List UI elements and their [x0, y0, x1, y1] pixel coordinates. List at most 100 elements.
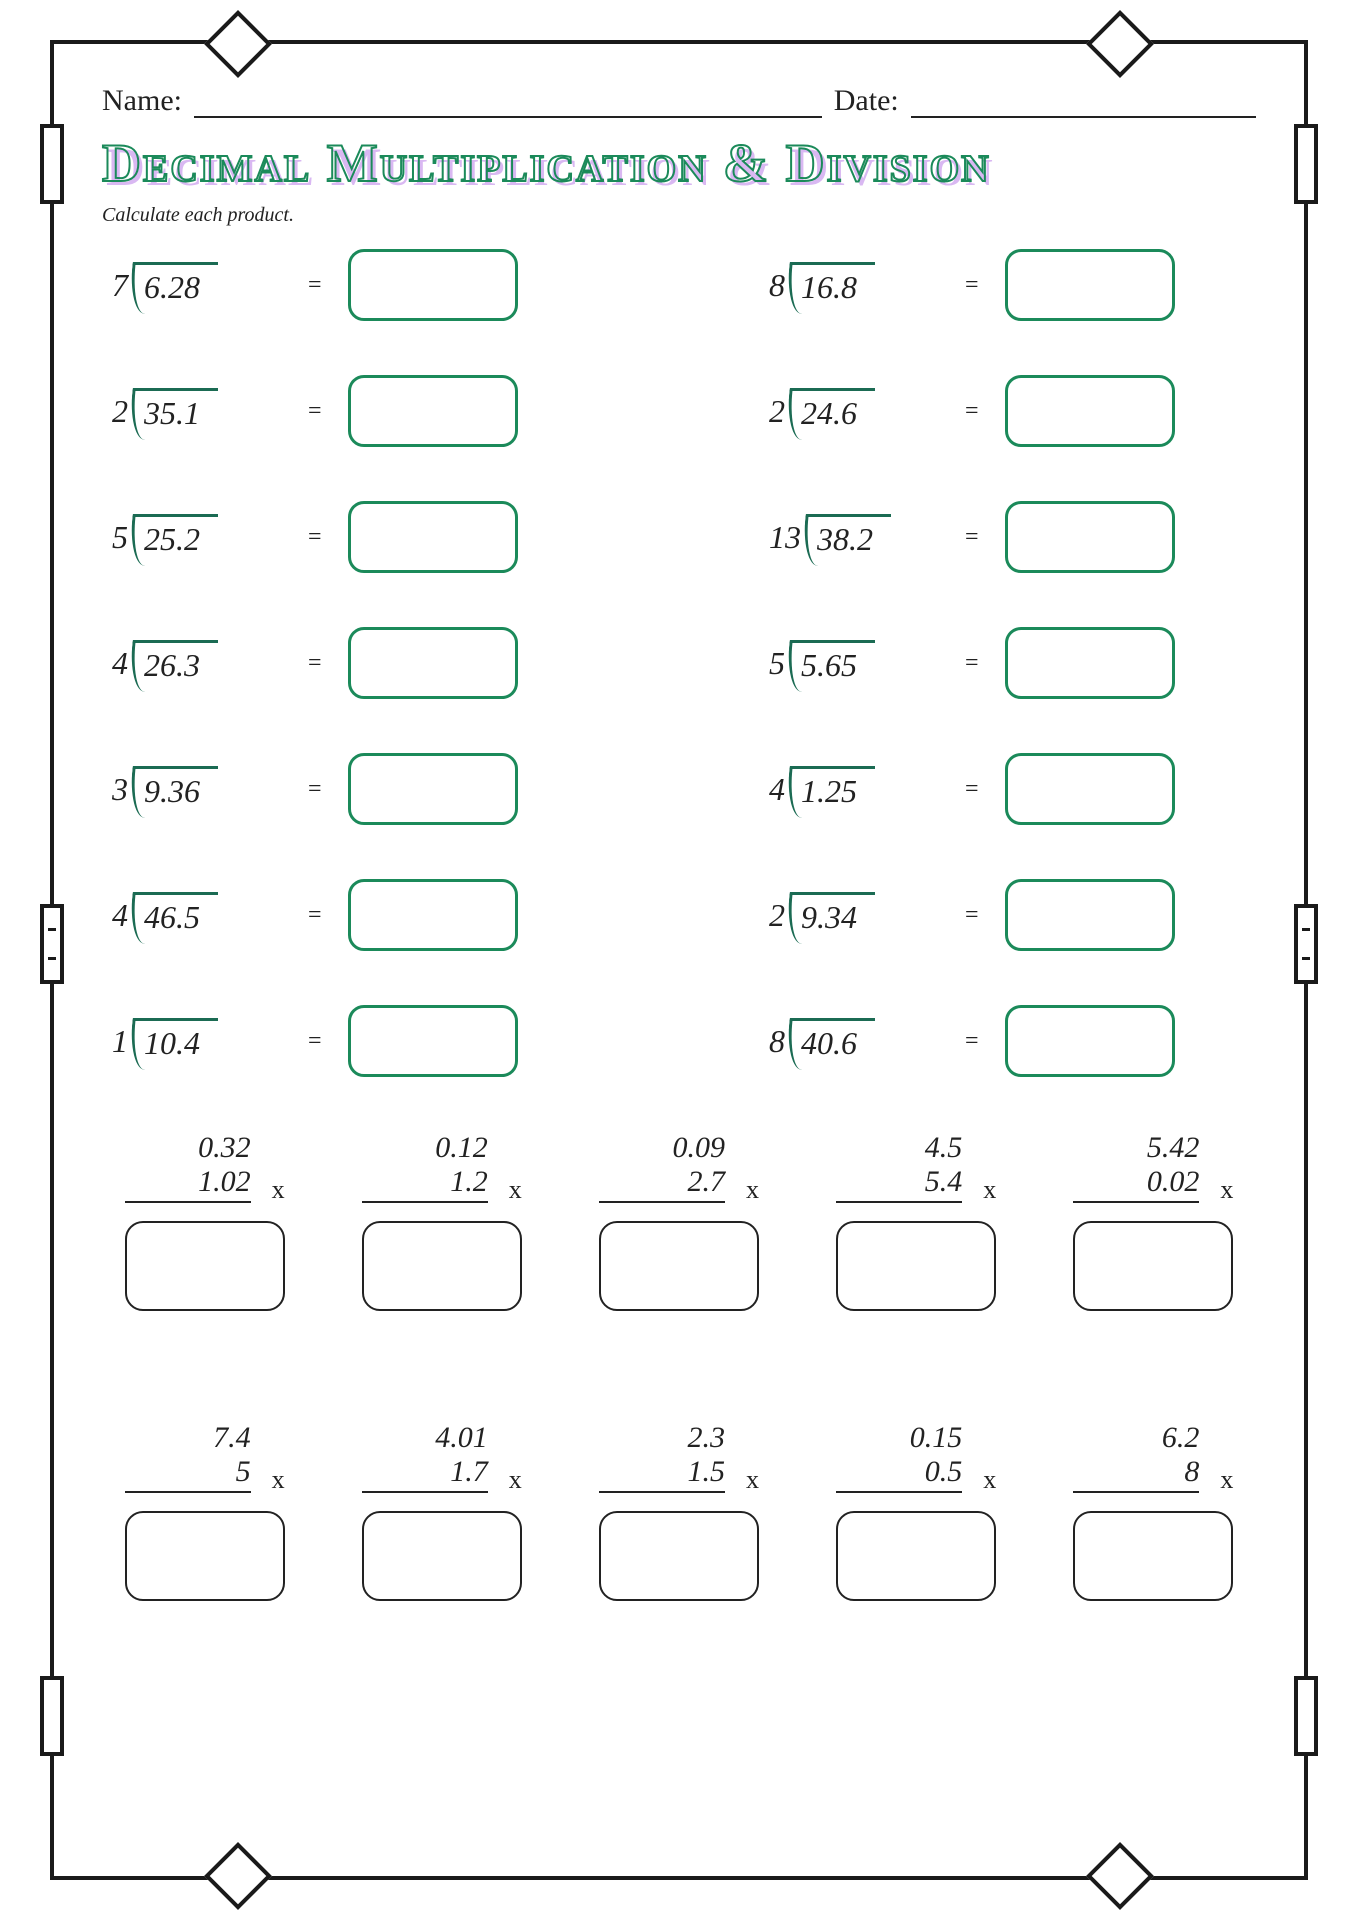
division-problem: 1338.2= [769, 501, 1246, 573]
header-row: Name: Date: [102, 84, 1256, 118]
division-answer-box[interactable] [1005, 249, 1175, 321]
divisor: 7 [112, 267, 134, 304]
multiplication-problem: 0.121.2 x [343, 1131, 540, 1311]
multiplicand: 7.4 [125, 1421, 251, 1455]
times-sign: x [272, 1175, 285, 1205]
dividend: 9.36 [134, 766, 218, 812]
long-division: 426.3 [112, 640, 282, 686]
multiplicand: 0.15 [836, 1421, 962, 1455]
division-answer-box[interactable] [348, 501, 518, 573]
equals-sign: = [965, 398, 979, 425]
divisor: 5 [112, 519, 134, 556]
multiplication-problem: 2.31.5x [580, 1421, 777, 1601]
dividend: 6.28 [134, 262, 218, 308]
mult-stack: 5.420.02x [1073, 1131, 1233, 1203]
dividend: 1.25 [791, 766, 875, 812]
equals-sign: = [308, 398, 322, 425]
mult-answer-box[interactable] [1073, 1221, 1233, 1311]
times-sign: x [509, 1175, 522, 1205]
long-division: 840.6 [769, 1018, 939, 1064]
divisor: 13 [769, 519, 807, 556]
long-division: 41.25 [769, 766, 939, 812]
division-answer-box[interactable] [1005, 1005, 1175, 1077]
border-rect [40, 1676, 64, 1756]
mult-answer-box[interactable] [125, 1511, 285, 1601]
division-answer-box[interactable] [348, 1005, 518, 1077]
division-problem: 840.6 = [769, 1005, 1246, 1077]
mult-answer-box[interactable] [599, 1511, 759, 1601]
dividend: 38.2 [807, 514, 891, 560]
multiplication-problem: 4.55.4x [818, 1131, 1015, 1311]
worksheet-title: Decimal Multiplication & Division [102, 132, 1256, 194]
multiplication-problem: 6.28x [1055, 1421, 1252, 1601]
divisor: 3 [112, 771, 134, 808]
times-sign: x [746, 1465, 759, 1495]
mult-stack: 6.28x [1073, 1421, 1233, 1493]
border-rect [1294, 904, 1318, 984]
mult-stack: 0.321.02 x [125, 1131, 285, 1203]
division-answer-box[interactable] [1005, 879, 1175, 951]
division-answer-box[interactable] [348, 879, 518, 951]
mult-answer-box[interactable] [1073, 1511, 1233, 1601]
times-sign: x [1220, 1465, 1233, 1495]
division-answer-box[interactable] [348, 375, 518, 447]
division-answer-box[interactable] [1005, 627, 1175, 699]
division-answer-box[interactable] [348, 753, 518, 825]
division-problem: 39.36= [112, 753, 589, 825]
division-answer-box[interactable] [348, 627, 518, 699]
long-division: 76.28 [112, 262, 282, 308]
multiplier: 0.5 [836, 1455, 962, 1493]
equals-sign: = [308, 272, 322, 299]
name-label: Name: [102, 84, 182, 118]
divisor: 4 [769, 771, 791, 808]
mult-answer-box[interactable] [836, 1511, 996, 1601]
multiplicand: 4.01 [362, 1421, 488, 1455]
multiplier: 1.2 [362, 1165, 488, 1203]
multiplicand: 4.5 [836, 1131, 962, 1165]
multiplication-problem: 4.011.7 x [343, 1421, 540, 1601]
division-answer-box[interactable] [1005, 501, 1175, 573]
dividend: 40.6 [791, 1018, 875, 1064]
name-input-line[interactable] [194, 92, 822, 118]
division-answer-box[interactable] [1005, 753, 1175, 825]
multiplier: 5.4 [836, 1165, 962, 1203]
border-diamond [204, 1842, 272, 1910]
long-division: 55.65 [769, 640, 939, 686]
division-problem: 446.5= [112, 879, 589, 951]
times-sign: x [272, 1465, 285, 1495]
dividend: 25.2 [134, 514, 218, 560]
long-division: 29.34 [769, 892, 939, 938]
border-rect [40, 124, 64, 204]
multiplier: 1.02 [125, 1165, 251, 1203]
division-answer-box[interactable] [348, 249, 518, 321]
division-problem: 29.34= [769, 879, 1246, 951]
divisor: 2 [769, 393, 791, 430]
mult-answer-box[interactable] [836, 1221, 996, 1311]
divisor: 4 [112, 645, 134, 682]
mult-answer-box[interactable] [599, 1221, 759, 1311]
mult-answer-box[interactable] [362, 1511, 522, 1601]
multiplier: 1.7 [362, 1455, 488, 1493]
division-problem: 76.28 = [112, 249, 589, 321]
division-problem: 235.1= [112, 375, 589, 447]
mult-stack: 0.121.2 x [362, 1131, 522, 1203]
mult-answer-box[interactable] [362, 1221, 522, 1311]
multiplicand: 0.12 [362, 1131, 488, 1165]
division-problem: 525.2= [112, 501, 589, 573]
division-answer-box[interactable] [1005, 375, 1175, 447]
equals-sign: = [965, 650, 979, 677]
mult-answer-box[interactable] [125, 1221, 285, 1311]
times-sign: x [509, 1465, 522, 1495]
multiplicand: 0.32 [125, 1131, 251, 1165]
divisor: 8 [769, 1023, 791, 1060]
instructions-text: Calculate each product. [102, 204, 1256, 227]
divisor: 8 [769, 267, 791, 304]
date-input-line[interactable] [911, 92, 1256, 118]
equals-sign: = [308, 1028, 322, 1055]
divisor: 1 [112, 1023, 134, 1060]
dividend: 35.1 [134, 388, 218, 434]
multiplication-problem: 0.092.7x [580, 1131, 777, 1311]
multiplicand: 5.42 [1073, 1131, 1199, 1165]
division-problem: 816.8= [769, 249, 1246, 321]
equals-sign: = [965, 1028, 979, 1055]
